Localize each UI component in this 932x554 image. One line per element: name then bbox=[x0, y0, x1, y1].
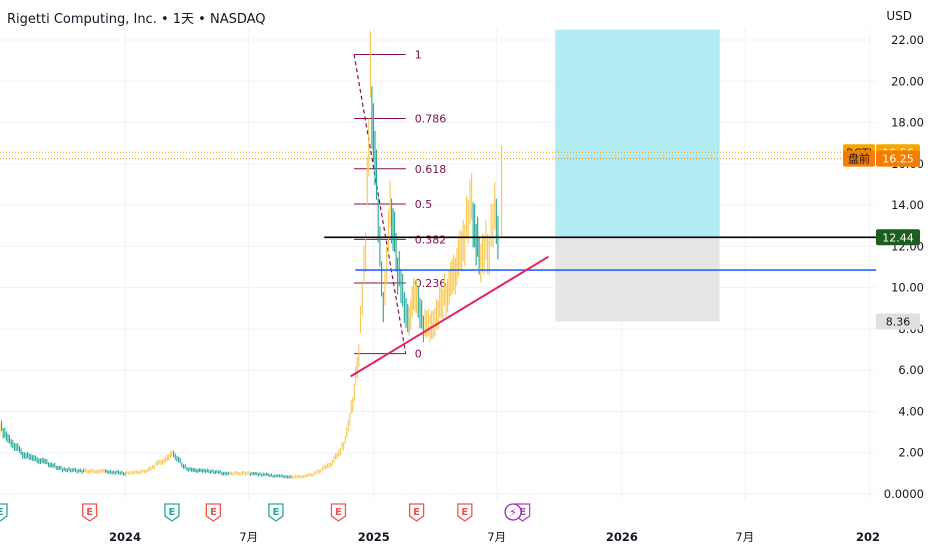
y-tick-label: 2.00 bbox=[898, 446, 924, 460]
event-marker-circle bbox=[504, 503, 522, 521]
earnings-marker-shape bbox=[330, 503, 347, 522]
fib-level-label: 0.382 bbox=[415, 233, 447, 246]
currency-label[interactable]: USD bbox=[886, 9, 912, 23]
earnings-marker[interactable]: E bbox=[82, 503, 98, 522]
y-tick-label: 10.00 bbox=[891, 281, 924, 295]
earnings-marker-label: E bbox=[210, 507, 217, 518]
price-tag-value: 12.44 bbox=[882, 231, 914, 244]
symbol-title: Rigetti Computing, Inc. • 1天 • NASDAQ bbox=[7, 12, 266, 27]
fib-level-label: 0.236 bbox=[415, 277, 447, 290]
x-tick-label: 7月 bbox=[487, 530, 506, 544]
price-tag-box bbox=[876, 150, 920, 167]
earnings-marker-shape bbox=[268, 503, 284, 522]
x-tick-label: 7月 bbox=[239, 530, 258, 544]
fib-trend-dashed bbox=[353, 54, 407, 354]
x-tick-label: 2024 bbox=[109, 530, 141, 544]
earnings-marker[interactable]: E bbox=[408, 503, 425, 522]
earnings-marker[interactable]: E bbox=[164, 503, 180, 522]
earnings-marker[interactable]: E bbox=[268, 503, 284, 522]
y-tick-label: 4.00 bbox=[898, 404, 924, 418]
y-tick-label: 22.00 bbox=[891, 33, 924, 47]
earnings-marker-shape bbox=[457, 503, 473, 522]
earnings-marker[interactable]: E bbox=[457, 503, 473, 522]
y-tick-label: 18.00 bbox=[891, 116, 924, 130]
position-loss-zone bbox=[555, 237, 720, 322]
position-profit-zone bbox=[555, 29, 720, 238]
price-tag-name: 盘前 bbox=[848, 152, 870, 166]
earnings-marker-shape bbox=[82, 503, 98, 522]
earnings-marker-label: E bbox=[519, 507, 526, 518]
fib-level-label: 0.618 bbox=[415, 163, 447, 176]
y-tick-label: 20.00 bbox=[891, 74, 924, 88]
x-tick-label: 7月 bbox=[735, 530, 754, 544]
earnings-marker-label: E bbox=[272, 507, 279, 518]
earnings-marker-label: E bbox=[169, 507, 176, 518]
price-tag-value: 16.25 bbox=[882, 153, 914, 166]
y-tick-label: 0.0000 bbox=[884, 487, 924, 501]
earnings-marker-shape bbox=[205, 503, 222, 522]
price-tag-box bbox=[876, 313, 920, 330]
earnings-marker-shape bbox=[164, 503, 180, 522]
x-tick-label: 202 bbox=[856, 530, 880, 544]
x-tick-label: 2025 bbox=[358, 530, 390, 544]
event-marker[interactable]: ⚡ bbox=[504, 503, 522, 521]
earnings-marker-shape bbox=[408, 503, 425, 522]
earnings-marker[interactable]: E bbox=[330, 503, 347, 522]
earnings-marker[interactable]: E bbox=[205, 503, 222, 522]
trend-line bbox=[350, 255, 549, 378]
earnings-marker-label: E bbox=[461, 507, 468, 518]
y-tick-label: 14.00 bbox=[891, 198, 924, 212]
earnings-marker-label: E bbox=[0, 507, 4, 518]
earnings-marker-label: E bbox=[413, 507, 420, 518]
price-tag-box bbox=[876, 229, 920, 246]
y-tick-label: 6.00 bbox=[898, 363, 924, 377]
fib-level-label: 0.786 bbox=[415, 112, 447, 125]
earnings-marker-shape bbox=[0, 503, 8, 522]
earnings-marker-label: E bbox=[335, 507, 342, 518]
fib-level-label: 1 bbox=[415, 48, 422, 61]
price-tag-name-box bbox=[843, 150, 875, 167]
fib-level-label: 0 bbox=[415, 348, 422, 361]
price-tag-value: 8.36 bbox=[886, 315, 911, 328]
earnings-marker-label: E bbox=[86, 507, 93, 518]
x-tick-label: 2026 bbox=[606, 530, 638, 544]
fib-level-label: 0.5 bbox=[415, 198, 433, 211]
lightning-icon: ⚡ bbox=[509, 506, 517, 519]
earnings-marker[interactable]: E bbox=[0, 503, 8, 522]
